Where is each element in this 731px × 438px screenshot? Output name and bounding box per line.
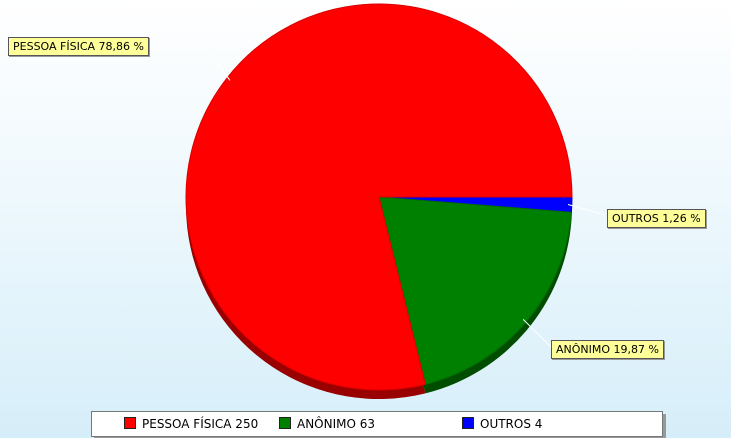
legend-label-anonimo: ANÔNIMO 63 — [297, 417, 376, 431]
label-outros: OUTROS 1,26 % — [607, 209, 706, 228]
legend-item-anonimo: ANÔNIMO 63 — [279, 416, 375, 432]
legend-label-outros: OUTROS 4 — [480, 417, 543, 431]
legend-item-outros: OUTROS 4 — [462, 416, 542, 432]
label-pessoa-fisica: PESSOA FÍSICA 78,86 % — [8, 37, 149, 56]
pie-slice-pessoa-f-sica — [185, 3, 573, 391]
label-anonimo: ANÔNIMO 19,87 % — [551, 340, 664, 359]
leader-lines — [204, 45, 606, 348]
legend-swatch-anonimo — [279, 417, 291, 429]
leader-line-outros — [567, 204, 606, 216]
chart-legend: PESSOA FÍSICA 250 ANÔNIMO 63 OUTROS 4 — [91, 411, 663, 437]
pie-slices — [185, 3, 573, 400]
legend-label-pessoa-fisica: PESSOA FÍSICA 250 — [142, 417, 259, 431]
legend-swatch-pessoa-fisica — [124, 417, 136, 429]
legend-item-pessoa-fisica: PESSOA FÍSICA 250 — [124, 416, 258, 432]
leader-line-pessoa-f-sica — [204, 45, 231, 81]
legend-swatch-outros — [462, 417, 474, 429]
leader-line-an-nimo — [522, 319, 552, 348]
